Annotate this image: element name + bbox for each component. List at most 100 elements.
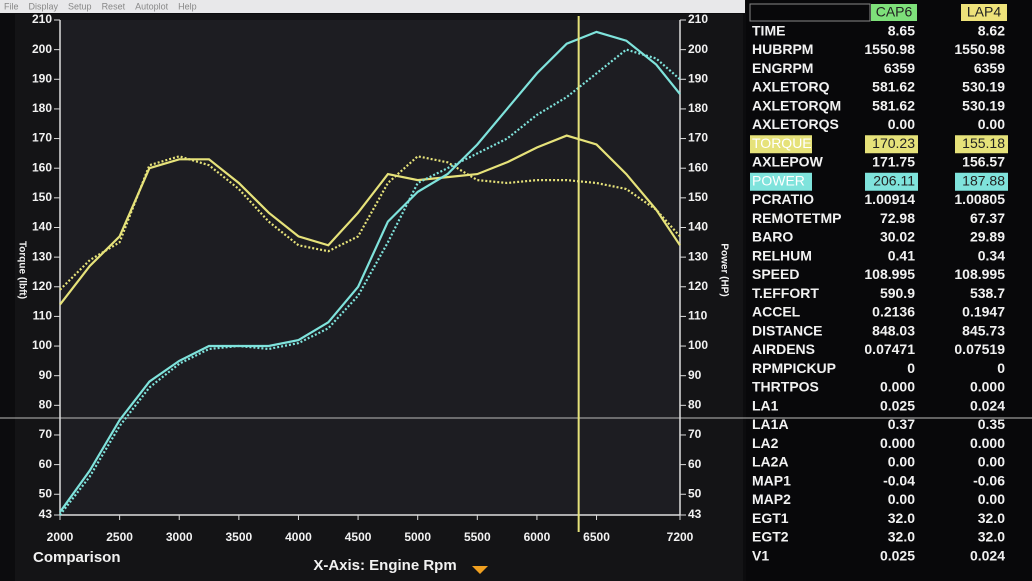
x-tick-label: 5000	[404, 530, 431, 544]
menu-item[interactable]: Reset	[102, 1, 126, 11]
y-tick-label: 130	[32, 249, 52, 263]
menu-bar	[0, 0, 745, 13]
row-name: AXLETORQM	[752, 97, 841, 113]
x-tick-label: 2500	[106, 530, 133, 544]
cell-value: 32.0	[888, 510, 915, 526]
y-tick-label: 140	[32, 220, 52, 234]
y-tick-label: 80	[39, 398, 53, 412]
cell-value: -0.06	[973, 472, 1005, 488]
row-name: V1	[752, 547, 769, 563]
series-line	[59, 30, 681, 513]
cell-value: 530.19	[962, 97, 1005, 113]
series-line	[59, 134, 681, 306]
cell-value: 0.00	[978, 454, 1005, 470]
x-tick-label: 4500	[345, 530, 372, 544]
menu-item[interactable]: File	[4, 1, 19, 11]
cell-value: 171.75	[872, 154, 915, 170]
row-highlight	[750, 172, 812, 191]
row-name: HUBRPM	[752, 41, 813, 57]
x-tick-label: 5500	[464, 530, 491, 544]
y-tick-label: 180	[32, 101, 52, 115]
cell-value: 30.02	[880, 229, 915, 245]
column-header-bg	[961, 4, 1007, 21]
row-name: T.EFFORT	[752, 285, 819, 301]
cell-value: 845.73	[962, 322, 1005, 338]
cell-value: 32.0	[978, 529, 1005, 545]
y-tick-label: 170	[32, 131, 52, 145]
series-line	[59, 48, 681, 516]
cell-value: 29.89	[970, 229, 1005, 245]
row-name: MAP1	[752, 472, 791, 488]
cell-value: 0.024	[970, 397, 1005, 413]
menu-item[interactable]: Autoplot	[135, 1, 169, 11]
cell-value: 0.1947	[962, 304, 1005, 320]
cell-value: 67.37	[970, 210, 1005, 226]
row-name: ACCEL	[752, 304, 801, 320]
y2-tick-label: 150	[688, 190, 708, 204]
cell-value: 0.37	[888, 416, 915, 432]
cell-value: 8.65	[888, 22, 915, 38]
table-header-cell	[749, 3, 871, 22]
series-line	[59, 155, 681, 291]
row-name: POWER	[752, 172, 805, 188]
x-tick-label: 4000	[285, 530, 312, 544]
cell-value: 0.000	[970, 435, 1005, 451]
menu-item[interactable]: Help	[178, 1, 197, 11]
cell-value: 0.07471	[864, 341, 915, 357]
plot-area	[60, 20, 680, 515]
cell-value: 6359	[884, 60, 915, 76]
cell-value: 0.000	[970, 379, 1005, 395]
cell-value: 0.34	[978, 247, 1005, 263]
cell-value: 206.11	[873, 172, 915, 188]
cell-value: 108.995	[954, 266, 1005, 282]
y2-tick-label: 200	[688, 42, 708, 56]
row-name: RPMPICKUP	[752, 360, 836, 376]
y-tick-label: 150	[32, 190, 52, 204]
y2-tick-label: 43	[688, 507, 702, 521]
x-tick-label: 2000	[47, 530, 74, 544]
dropdown-arrow[interactable]	[472, 566, 488, 574]
y-tick-label: 200	[32, 42, 52, 56]
cell-value: 0.000	[880, 379, 915, 395]
y-tick-label: 190	[32, 71, 52, 85]
cell-value: 0.00	[978, 491, 1005, 507]
row-name: EGT2	[752, 529, 789, 545]
y-axis-title: Torque (lbft)	[16, 241, 27, 299]
footer-label: Comparison	[33, 549, 121, 566]
row-highlight	[750, 135, 812, 154]
y2-tick-label: 80	[688, 398, 702, 412]
row-name: LA1	[752, 397, 779, 413]
x-tick-label: 6000	[524, 530, 551, 544]
cell-value: 581.62	[872, 97, 915, 113]
cell-value: 538.7	[970, 285, 1005, 301]
row-name: MAP2	[752, 491, 791, 507]
row-name: EGT1	[752, 510, 789, 526]
menu-item[interactable]: Setup	[68, 1, 92, 11]
row-name: SPEED	[752, 266, 799, 282]
cell-value: 0.000	[880, 435, 915, 451]
y-tick-label: 43	[39, 507, 53, 521]
cell-value: 6359	[974, 60, 1005, 76]
cell-value: 530.19	[962, 79, 1005, 95]
y-tick-label: 70	[39, 427, 53, 441]
column-header-bg	[871, 4, 917, 21]
cell-value: 32.0	[888, 529, 915, 545]
y-tick-label: 60	[39, 457, 53, 471]
cell-value: 8.62	[978, 22, 1005, 38]
row-name: AXLETORQ	[752, 79, 830, 95]
cell-value: 0.00	[978, 116, 1005, 132]
row-name: REMOTETMP	[752, 210, 841, 226]
cell-value: 0.025	[880, 547, 915, 563]
row-name: RELHUM	[752, 247, 812, 263]
y2-tick-label: 70	[688, 427, 702, 441]
cell-value: 32.0	[978, 510, 1005, 526]
cell-value: 0	[997, 360, 1005, 376]
row-name: BARO	[752, 229, 793, 245]
row-name: LA2	[752, 435, 779, 451]
cell-value: 0.00	[888, 491, 915, 507]
x-axis-title: X-Axis: Engine Rpm	[313, 557, 456, 574]
column-header: CAP6	[876, 4, 913, 20]
row-name: AXLEPOW	[752, 154, 824, 170]
cell-value: 581.62	[872, 79, 915, 95]
menu-item[interactable]: Display	[29, 1, 59, 11]
